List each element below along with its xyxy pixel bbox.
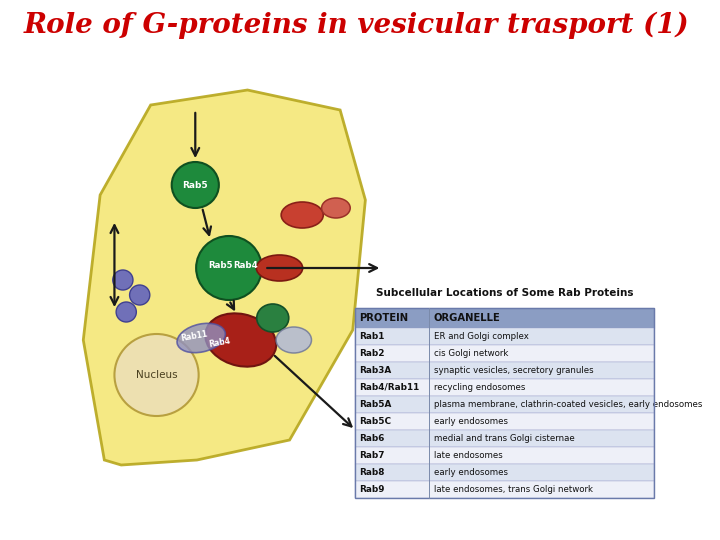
FancyBboxPatch shape [355, 413, 654, 430]
Ellipse shape [171, 162, 219, 208]
Ellipse shape [282, 202, 323, 228]
Text: cis Golgi network: cis Golgi network [433, 349, 508, 358]
Text: Rab4/Rab11: Rab4/Rab11 [359, 383, 420, 392]
Text: synaptic vesicles, secretory granules: synaptic vesicles, secretory granules [433, 366, 593, 375]
FancyBboxPatch shape [355, 345, 654, 362]
Ellipse shape [196, 236, 262, 300]
Text: Rab7: Rab7 [359, 451, 385, 460]
Text: Rab5C: Rab5C [359, 417, 392, 426]
Text: Role of G-proteins in vesicular trasport (1): Role of G-proteins in vesicular trasport… [24, 11, 690, 39]
Text: plasma membrane, clathrin-coated vesicles, early endosomes: plasma membrane, clathrin-coated vesicle… [433, 400, 702, 409]
FancyBboxPatch shape [355, 328, 654, 345]
Text: Rab1: Rab1 [359, 332, 385, 341]
Ellipse shape [130, 285, 150, 305]
Text: Rab2: Rab2 [359, 349, 385, 358]
Text: medial and trans Golgi cisternae: medial and trans Golgi cisternae [433, 434, 575, 443]
Text: early endosomes: early endosomes [433, 417, 508, 426]
Ellipse shape [322, 198, 350, 218]
Text: Rab11: Rab11 [180, 329, 209, 343]
Ellipse shape [257, 304, 289, 332]
Ellipse shape [205, 313, 276, 367]
Text: ER and Golgi complex: ER and Golgi complex [433, 332, 528, 341]
Text: PROTEIN: PROTEIN [359, 313, 409, 323]
FancyBboxPatch shape [355, 464, 654, 481]
FancyBboxPatch shape [355, 447, 654, 464]
Text: Rab4: Rab4 [208, 336, 231, 349]
Text: Subcellular Locations of Some Rab Proteins: Subcellular Locations of Some Rab Protei… [376, 288, 634, 298]
FancyBboxPatch shape [355, 430, 654, 447]
Polygon shape [84, 90, 365, 465]
Text: Rab8: Rab8 [359, 468, 385, 477]
FancyBboxPatch shape [355, 481, 654, 498]
Text: Rab9: Rab9 [359, 485, 385, 494]
Text: Rab3A: Rab3A [359, 366, 392, 375]
Text: late endosomes: late endosomes [433, 451, 503, 460]
Text: Rab5: Rab5 [208, 261, 233, 271]
Text: Rab4: Rab4 [233, 261, 258, 271]
FancyBboxPatch shape [355, 379, 654, 396]
Ellipse shape [256, 255, 302, 281]
Text: Rab5: Rab5 [182, 180, 208, 190]
Text: Nucleus: Nucleus [136, 370, 177, 380]
Text: late endosomes, trans Golgi network: late endosomes, trans Golgi network [433, 485, 593, 494]
Text: Rab5A: Rab5A [359, 400, 392, 409]
Ellipse shape [113, 270, 133, 290]
FancyBboxPatch shape [355, 308, 654, 328]
Ellipse shape [114, 334, 199, 416]
FancyBboxPatch shape [355, 362, 654, 379]
Text: recycling endosomes: recycling endosomes [433, 383, 525, 392]
Ellipse shape [177, 323, 225, 353]
Ellipse shape [116, 302, 136, 322]
Text: early endosomes: early endosomes [433, 468, 508, 477]
Text: ORGANELLE: ORGANELLE [433, 313, 500, 323]
Text: Rab6: Rab6 [359, 434, 385, 443]
Ellipse shape [276, 327, 312, 353]
FancyBboxPatch shape [355, 396, 654, 413]
